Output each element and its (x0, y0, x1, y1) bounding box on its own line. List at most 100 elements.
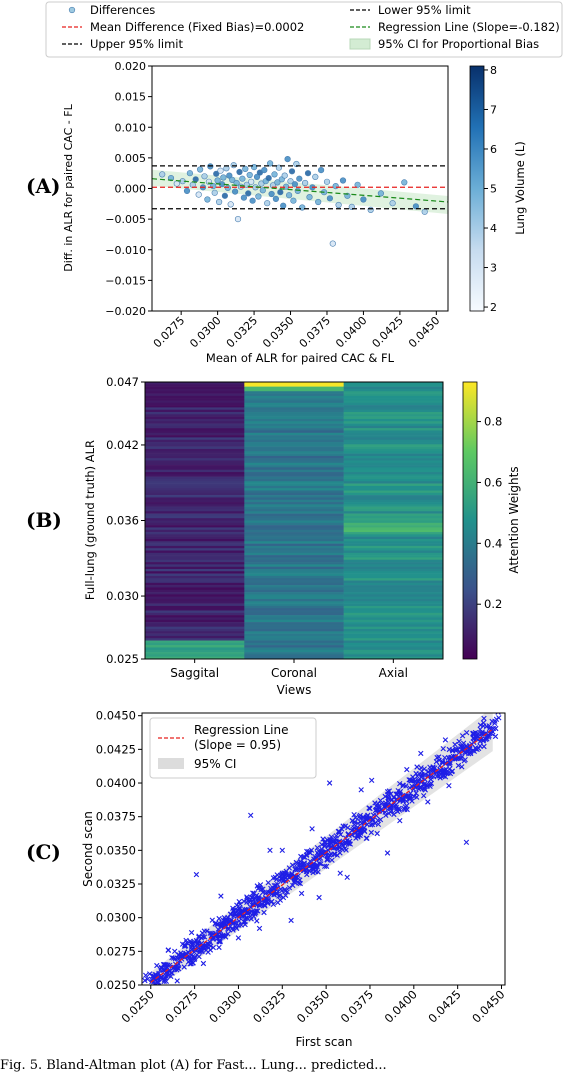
scan-point (180, 951, 186, 958)
heatmap-cell (145, 485, 245, 489)
heatmap-cell (145, 656, 245, 660)
scan-point (181, 964, 187, 970)
scan-point (279, 876, 286, 882)
difference-point (239, 175, 246, 182)
heatmap-cell (343, 435, 444, 438)
scan-point (244, 915, 250, 921)
scan-point (375, 801, 381, 807)
scan-point (199, 930, 206, 936)
difference-point (211, 189, 218, 196)
heatmap-cell (343, 624, 444, 627)
heatmap-cell (145, 628, 245, 632)
heatmap-cell (244, 453, 344, 457)
difference-point (323, 178, 331, 185)
scan-point (291, 879, 298, 885)
heatmap-cell (343, 469, 444, 473)
scan-point (397, 818, 403, 824)
y-tick-label-b: 0.030 (106, 589, 139, 603)
heatmap-cell (343, 568, 444, 572)
scan-point (154, 962, 160, 969)
scan-point (382, 793, 388, 800)
difference-point (326, 195, 334, 202)
scan-point (441, 769, 448, 775)
heatmap-cell (145, 504, 245, 507)
heatmap-cell (343, 391, 444, 394)
heatmap-cell (145, 416, 245, 420)
y-tick-label-a: −0.015 (105, 274, 146, 287)
heatmap-cell (343, 481, 444, 484)
scan-point (427, 783, 433, 789)
heatmap-cell (343, 610, 444, 614)
heatmap-cell (145, 395, 245, 399)
scan-point (427, 764, 433, 770)
legend-box-c (149, 717, 317, 779)
heatmap-cell (145, 518, 245, 521)
heatmap-cell (343, 472, 444, 475)
x-tick-label-c: 0.0425 (425, 987, 463, 1025)
scan-point (405, 793, 411, 799)
difference-point (245, 190, 252, 197)
y-tick-label-a: 0.020 (115, 60, 147, 73)
scan-point (198, 946, 204, 953)
heatmap-cell (244, 617, 344, 621)
scan-point (237, 904, 243, 911)
scan-point (386, 788, 392, 794)
difference-point (232, 188, 239, 195)
heatmap-cell (343, 465, 444, 468)
heatmap-cell (343, 571, 444, 574)
scan-point (388, 809, 394, 815)
colorbar-label-b: Attention Weights (507, 466, 521, 573)
heatmap-cell (145, 425, 245, 429)
difference-point (267, 160, 274, 167)
heatmap-cell (244, 631, 344, 634)
legend-label-regression: Regression Line (194, 723, 288, 737)
heatmap-cell (343, 536, 444, 540)
y-tick-label-c: 0.0350 (96, 843, 136, 857)
lines-a (152, 165, 448, 210)
heatmap-cell (145, 543, 245, 547)
heatmap-cell (343, 425, 444, 429)
scan-point (142, 977, 148, 984)
heatmap-cell (145, 522, 245, 526)
heatmap-cell (343, 412, 444, 415)
x-tick-label-c: 0.0375 (338, 987, 376, 1025)
heatmap-cell (343, 437, 444, 441)
heatmap-cell (145, 499, 245, 503)
heatmap-cell (145, 596, 245, 600)
y-tick-label-a: 0.010 (115, 121, 147, 134)
heatmap-cell (343, 508, 444, 512)
difference-point (195, 191, 202, 198)
scan-point (185, 959, 192, 965)
heatmap-cell (343, 622, 444, 625)
x-axis-label-a: Mean of ALR for paired CAC & FL (206, 351, 395, 365)
heatmap-cell (145, 409, 245, 413)
heatmap-cell (343, 442, 444, 445)
scan-point (459, 764, 465, 770)
heatmap-cell (145, 548, 245, 551)
heatmap-cell (343, 520, 444, 524)
scan-point (316, 860, 322, 867)
heatmap-cell (244, 398, 344, 401)
scan-point (147, 971, 153, 977)
scan-point (364, 835, 370, 841)
heatmap-cell (145, 529, 245, 533)
heatmap-cell (244, 386, 344, 390)
heatmap-cell (244, 439, 344, 443)
heatmap-cell (244, 580, 344, 584)
heatmap-cell (145, 608, 245, 611)
difference-point (255, 193, 262, 200)
scan-point (218, 893, 224, 899)
heatmap-cell (145, 382, 245, 385)
heatmap-cell (343, 382, 444, 385)
scan-point (312, 854, 318, 860)
scan-point (436, 773, 442, 779)
heatmap-cell (145, 626, 245, 630)
scan-point (163, 973, 169, 979)
scan-point (408, 778, 414, 784)
heatmap-cell (343, 598, 444, 602)
heatmap-cell (343, 619, 444, 623)
scan-point (169, 970, 175, 976)
heatmap-cell (244, 532, 344, 535)
heatmap-cell (244, 421, 344, 424)
difference-point (401, 179, 408, 186)
